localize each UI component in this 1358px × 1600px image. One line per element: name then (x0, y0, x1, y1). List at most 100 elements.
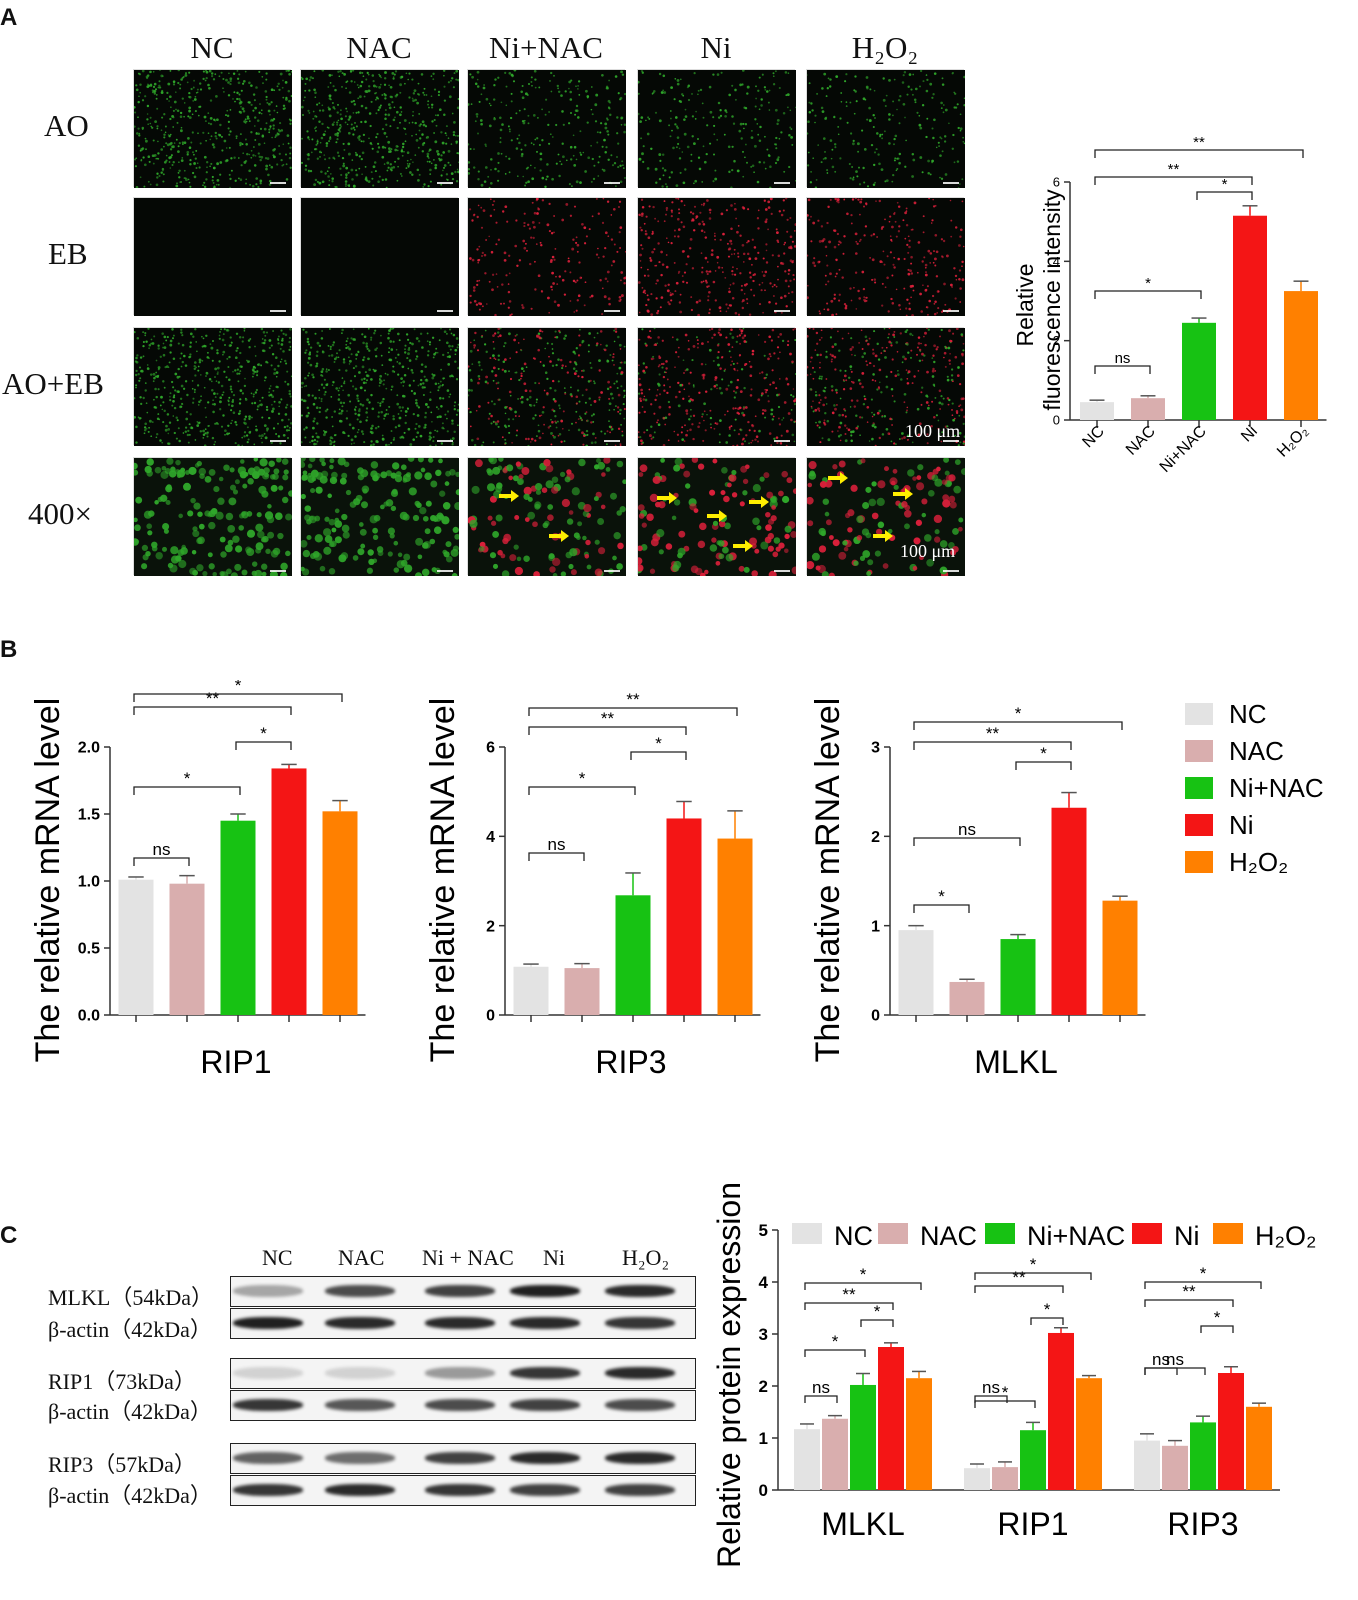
significance-label: * (184, 769, 191, 788)
bar (1218, 1373, 1244, 1490)
significance-bracket: ** (1094, 161, 1253, 185)
y-tick-label: 0 (871, 1008, 880, 1025)
micrograph-tile (635, 456, 800, 579)
legend-label: H₂O₂ (1255, 1221, 1316, 1251)
micrograph (805, 456, 968, 579)
significance-label: * (1002, 1383, 1009, 1402)
micrograph-tile (805, 326, 966, 447)
significance-label: ** (842, 1285, 856, 1304)
y-axis-label: Relative protein expression (711, 1182, 747, 1568)
row-header: EB (48, 236, 88, 271)
y-tick-label: 2 (486, 918, 495, 935)
blot-row-label: RIP3（57kDa） (48, 1452, 196, 1477)
significance-label: * (1015, 704, 1022, 723)
significance-label: ns (153, 840, 171, 859)
micrograph (467, 456, 627, 578)
legend-item: NAC (1185, 736, 1284, 766)
blot-band (510, 1317, 580, 1329)
legend-label: Ni+NAC (1027, 1221, 1125, 1251)
micrograph-tile (806, 196, 965, 317)
significance-bracket: * (1015, 744, 1072, 770)
bar (322, 811, 358, 1015)
column-header: H₂O₂ (851, 30, 919, 65)
yellow-arrow (893, 488, 913, 500)
micrograph (300, 327, 460, 448)
blot-row-label: RIP1（73kDa） (48, 1369, 196, 1394)
legend-item: Ni+NAC (1185, 773, 1324, 803)
bar (906, 1378, 932, 1490)
blot-band (605, 1484, 675, 1496)
significance-label: ns (1166, 1350, 1184, 1369)
significance-label: ns (1115, 350, 1131, 367)
y-axis-label: The relative mRNA level (29, 698, 67, 1063)
bar (1020, 1430, 1046, 1490)
significance-label: ns (982, 1378, 1000, 1397)
blot-band (325, 1367, 395, 1379)
legend-label: NAC (920, 1221, 977, 1251)
yellow-arrow (707, 510, 727, 522)
legend-item: NC (792, 1221, 873, 1251)
significance-bracket: ** (1094, 134, 1304, 158)
y-tick-label: 2 (1053, 333, 1060, 348)
blot-band (425, 1399, 495, 1411)
significance-label: ns (548, 835, 566, 854)
blot-lane-header: NAC (338, 1245, 385, 1270)
significance-label: * (860, 1265, 867, 1284)
y-tick-label: 4 (486, 829, 495, 846)
significance-bracket: * (974, 1255, 1092, 1280)
micrograph (806, 196, 965, 317)
micrograph (637, 196, 798, 317)
x-tick-label: H₂O₂ (1274, 423, 1312, 461)
x-axis-label: MLKL (974, 1044, 1058, 1080)
bar (717, 838, 753, 1015)
scale-bar-label: 100 μm (900, 541, 956, 561)
micrograph (134, 198, 292, 316)
significance-bracket: ** (974, 1268, 1064, 1293)
legend-item: NAC (878, 1221, 977, 1251)
blot-strip (230, 1358, 696, 1389)
significance-bracket: ns (528, 835, 585, 861)
micrograph-tile (467, 197, 627, 317)
micrograph-tile (298, 455, 463, 580)
significance-label: ** (986, 724, 1000, 743)
blot-band (605, 1317, 675, 1329)
bar (513, 966, 549, 1015)
y-tick-label: 0 (486, 1008, 495, 1025)
panel-letter-b: B (0, 636, 18, 663)
y-axis-label: Relative (1012, 263, 1038, 346)
y-tick-label: 2.0 (78, 740, 100, 757)
bar (169, 883, 205, 1015)
panel-letter-a: A (0, 4, 18, 31)
legend-swatch (1213, 1223, 1243, 1244)
row-header: AO (44, 108, 89, 143)
yellow-arrow (749, 496, 769, 508)
micrograph-tile (300, 327, 460, 448)
significance-bracket: ** (1144, 1282, 1234, 1307)
micrograph-tile (636, 69, 797, 189)
legend-item: Ni (1185, 810, 1254, 840)
legend-swatch (1185, 740, 1213, 762)
y-axis-label: The relative mRNA level (424, 698, 462, 1063)
micrograph (466, 68, 627, 189)
y-tick-label: 6 (486, 740, 495, 757)
blot-band (425, 1317, 495, 1329)
bar (1000, 939, 1036, 1015)
significance-bracket: * (235, 724, 292, 750)
legend-label: Ni (1174, 1221, 1200, 1251)
micrograph-tile (805, 456, 968, 579)
significance-label: * (832, 1332, 839, 1351)
y-tick-label: 0 (1053, 413, 1060, 428)
significance-bracket: ns (974, 1378, 1008, 1403)
legend-label: NC (1229, 699, 1267, 729)
significance-label: ** (1182, 1282, 1196, 1301)
micrograph (131, 457, 295, 580)
significance-bracket: ns (1094, 350, 1151, 374)
significance-bracket: * (1200, 1308, 1234, 1333)
legend-item: Ni (1132, 1221, 1200, 1251)
blot-band (325, 1285, 395, 1297)
significance-label: * (938, 887, 945, 906)
bar (564, 968, 600, 1015)
legend-swatch (1185, 777, 1213, 799)
